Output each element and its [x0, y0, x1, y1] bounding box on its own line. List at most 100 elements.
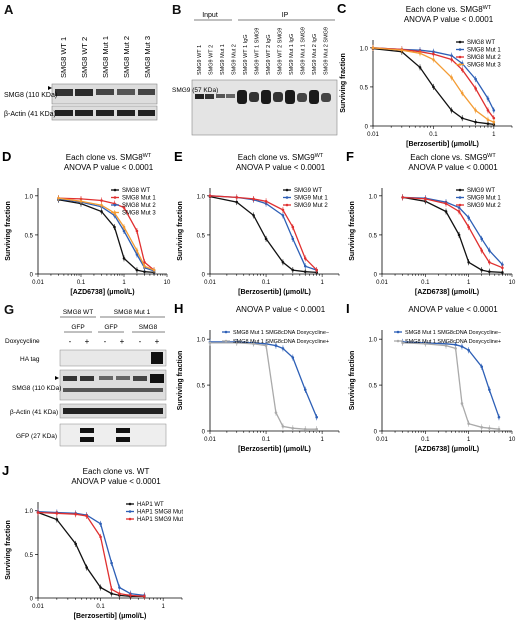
- chart-subtitle: ANOVA P value < 0.0001: [404, 15, 494, 24]
- legend-marker: [113, 188, 117, 192]
- legend-marker: [224, 339, 228, 343]
- y-tick-label: 1.0: [197, 194, 206, 200]
- data-point: [281, 425, 285, 428]
- data-point: [291, 268, 295, 272]
- legend-marker: [285, 203, 289, 207]
- y-axis-label: Surviving fraction: [5, 201, 12, 261]
- data-point: [457, 210, 461, 213]
- legend-entry: SMG9 Mut 2: [294, 203, 328, 209]
- data-point: [400, 48, 404, 52]
- legend-marker: [458, 196, 462, 199]
- y-tick-label: 1.0: [369, 338, 378, 344]
- data-point: [79, 199, 83, 203]
- chart-title: Each clone vs. SMG8WT: [406, 5, 492, 14]
- data-point: [281, 208, 285, 212]
- series-line: [37, 511, 145, 597]
- lane-label: SMG9 Mut 1: [220, 44, 226, 75]
- data-point: [457, 206, 461, 209]
- legend-entry: SMG8 Mut 3: [122, 211, 156, 217]
- ha-band: [151, 352, 163, 364]
- row-label-ha: HA tag: [20, 356, 40, 363]
- chart-title: ANOVA P value < 0.0001: [236, 305, 326, 314]
- series-line: [402, 196, 503, 269]
- data-point: [371, 46, 375, 50]
- data-point: [418, 66, 422, 69]
- lane-label: SMG9 Mut 2 IgG: [312, 34, 318, 75]
- data-point: [143, 594, 146, 598]
- actin-band-g: [63, 408, 163, 414]
- lane-label: SMG8 WT 1: [59, 37, 68, 78]
- dox-sign: +: [85, 337, 90, 346]
- x-tick-label: 1: [161, 604, 165, 610]
- legend-marker: [285, 196, 289, 199]
- x-tick-label: 0.1: [96, 604, 105, 610]
- chart-subtitle: ANOVA P value < 0.0001: [71, 477, 161, 486]
- data-point: [460, 68, 464, 72]
- data-point: [460, 91, 464, 95]
- dox-label: Doxycycline: [5, 338, 40, 345]
- data-point: [118, 592, 121, 595]
- data-point: [291, 426, 295, 430]
- x-tick-label: 0.01: [376, 280, 388, 286]
- data-point: [432, 58, 435, 61]
- data-point: [291, 237, 295, 241]
- legend-marker: [128, 502, 132, 506]
- y-axis-label: Surviving fraction: [5, 520, 12, 580]
- sub-label-3: SMG8: [139, 324, 158, 331]
- data-point: [57, 196, 60, 200]
- chart-title-text: Each clone vs. SMG8: [66, 153, 143, 162]
- data-point: [480, 426, 484, 429]
- x-tick-label: 10: [509, 437, 516, 443]
- data-point: [129, 594, 132, 597]
- x-axis-label: [AZD6738] (μmol/L): [70, 289, 134, 296]
- legend-marker: [224, 330, 228, 334]
- data-point: [99, 586, 102, 589]
- data-point: [488, 270, 491, 273]
- data-point: [36, 511, 40, 514]
- data-point: [480, 237, 484, 241]
- data-point: [432, 85, 435, 89]
- data-point: [113, 225, 116, 229]
- chart-subtitle: ANOVA P value < 0.0001: [236, 163, 326, 172]
- dox-sign: -: [139, 337, 142, 346]
- data-point: [74, 542, 77, 546]
- legend-entry: SMG8 Mut 3: [467, 63, 501, 69]
- data-point: [480, 249, 484, 252]
- x-axis-label: [AZD6738] (μmol/L): [415, 289, 479, 296]
- legend-entry: SMG8 Mut 1 SMG8cDNA Doxycycline−: [405, 330, 501, 336]
- data-point: [122, 257, 126, 260]
- legend-entry: SMG8 Mut 2: [467, 55, 501, 61]
- sub-label-1: GFP: [71, 324, 84, 331]
- legend-entry: SMG9 Mut 1: [467, 196, 501, 202]
- data-point: [492, 120, 496, 124]
- x-tick-label: 0.1: [429, 132, 438, 138]
- y-axis-label: Surviving fraction: [177, 351, 184, 411]
- legend-entry: SMG8 Mut 1 SMG8cDNA Doxycycline+: [405, 339, 501, 345]
- panel-label: C: [337, 1, 347, 16]
- chart-h: H ANOVA P value < 0.0001 0 0.5 1.0 0.01 0.1 1 [B…: [174, 301, 340, 453]
- data-point: [486, 118, 490, 122]
- lane-label: SMG9 WT 1: [197, 45, 203, 75]
- x-tick-label: 0.01: [32, 280, 44, 286]
- data-point: [281, 214, 285, 217]
- legend-entry: HAP1 SMG9 Mut: [137, 517, 183, 523]
- lane-label: SMG9 Mut 1 SMG9: [301, 27, 307, 75]
- data-point: [450, 76, 453, 79]
- x-tick-label: 0.1: [262, 437, 271, 443]
- data-point: [401, 341, 404, 345]
- y-tick-label: 0.5: [360, 85, 369, 91]
- legend-marker: [458, 55, 462, 59]
- blot-ha-g: [59, 349, 167, 367]
- data-point: [235, 200, 239, 204]
- y-axis-label: Surviving fraction: [349, 201, 356, 261]
- legend-marker: [128, 510, 132, 513]
- data-point: [486, 109, 490, 112]
- y-tick-label: 0.5: [197, 233, 206, 239]
- lane-label: SMG8 Mut 2: [122, 36, 131, 78]
- y-tick-label: 0: [374, 430, 378, 436]
- legend-marker: [458, 63, 462, 66]
- x-tick-label: 0.1: [262, 280, 271, 286]
- y-tick-label: 0.5: [369, 233, 378, 239]
- data-point: [424, 197, 427, 201]
